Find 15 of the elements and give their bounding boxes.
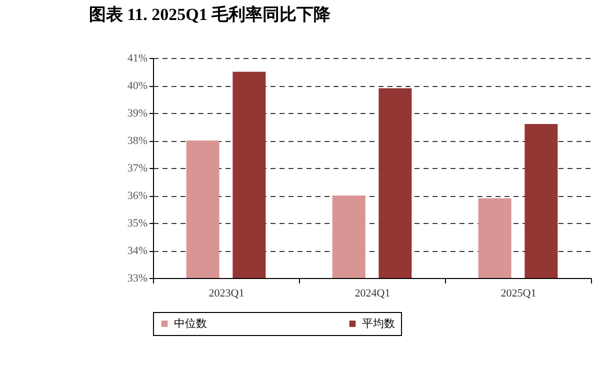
y-tick-label: 37% (127, 162, 148, 174)
legend-label: 中位数 (174, 316, 207, 330)
y-tick-label: 34% (127, 245, 148, 257)
y-tick-label: 33% (127, 272, 148, 284)
y-tick-label: 35% (127, 218, 148, 230)
y-tick-label: 38% (127, 135, 148, 147)
y-tick-label: 40% (127, 80, 148, 92)
x-tick-label: 2025Q1 (500, 288, 536, 300)
x-tick-label: 2023Q1 (208, 288, 244, 300)
chart-title: 图表 11. 2025Q1 毛利率同比下降 (88, 5, 332, 24)
legend-label: 平均数 (362, 318, 395, 330)
y-tick-label: 36% (127, 190, 148, 202)
y-tick-label: 41% (127, 52, 148, 64)
y-tick-label: 39% (127, 108, 148, 120)
x-tick-label: 2024Q1 (354, 288, 390, 300)
